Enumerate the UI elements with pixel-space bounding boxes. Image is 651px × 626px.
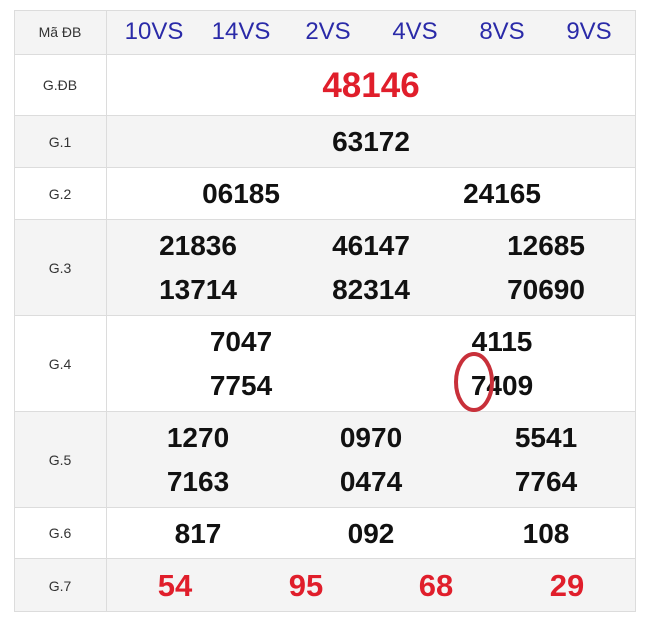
results-table: Mã ĐB 10VS 14VS 2VS 4VS 8VS 9VS G.ĐB 48146 G.1 631…: [14, 10, 636, 612]
station-code: 4VS: [392, 18, 438, 45]
prize-number: 13714: [159, 274, 237, 305]
prize-row: G.1 63172: [14, 115, 636, 167]
header-label: Mã ĐB: [14, 10, 107, 54]
prize-row: G.4 7047 4115 7754 7409: [14, 315, 636, 411]
prize-number: 54: [157, 568, 193, 603]
prize-number: 1270: [166, 422, 230, 453]
prize-number: 95: [288, 568, 324, 603]
prize-number: 06185: [202, 178, 280, 209]
circle-annotation: [454, 352, 494, 412]
prize-label: G.2: [14, 168, 107, 219]
prize-number: 7754: [209, 370, 273, 401]
prize-number: 7409: [470, 370, 534, 401]
prize-number: 46147: [332, 230, 410, 261]
prize-label: G.6: [14, 508, 107, 558]
station-code: 2VS: [305, 18, 351, 45]
prize-number: 817: [174, 517, 222, 549]
prize-row: G.3 21836 46147 12685 13714 82314 70690: [14, 219, 636, 315]
prize-label: G.ĐB: [14, 55, 107, 115]
prize-number: 12685: [507, 230, 585, 261]
prize-number: 4115: [471, 326, 533, 357]
prize-number: 092: [347, 517, 395, 549]
prize-number: 7764: [514, 466, 578, 497]
prize-label: G.1: [14, 116, 107, 167]
header-row: Mã ĐB 10VS 14VS 2VS 4VS 8VS 9VS: [14, 10, 636, 54]
prize-number: 24165: [463, 178, 541, 209]
prize-row: G.7 54 95 68 29: [14, 558, 636, 612]
prize-number: 21836: [159, 230, 237, 261]
prize-number: 5541: [514, 422, 578, 453]
prize-number: 7163: [166, 466, 230, 497]
prize-row: G.2 06185 24165: [14, 167, 636, 219]
station-code: 14VS: [211, 18, 271, 45]
prize-number: 70690: [507, 274, 585, 305]
prize-label: G.5: [14, 412, 107, 507]
prize-number: 0474: [339, 466, 403, 497]
station-code: 9VS: [566, 18, 612, 45]
prize-number: 7047: [209, 326, 273, 357]
prize-number: 68: [418, 568, 454, 603]
prize-row: G.6 817 092 108: [14, 507, 636, 558]
station-code: 8VS: [479, 18, 525, 45]
prize-number: 29: [549, 568, 585, 603]
prize-number: 82314: [332, 274, 410, 305]
prize-number: 108: [522, 517, 570, 549]
prize-number: 0970: [339, 422, 403, 453]
prize-label: G.7: [14, 559, 107, 612]
prize-label: G.4: [14, 316, 107, 411]
prize-number: 48146: [322, 65, 420, 105]
prize-row: G.ĐB 48146: [14, 54, 636, 115]
prize-row: G.5 1270 0970 5541 7163 0474 7764: [14, 411, 636, 507]
prize-number: 63172: [332, 126, 410, 157]
prize-label: G.3: [14, 220, 107, 315]
station-code: 10VS: [124, 18, 184, 45]
